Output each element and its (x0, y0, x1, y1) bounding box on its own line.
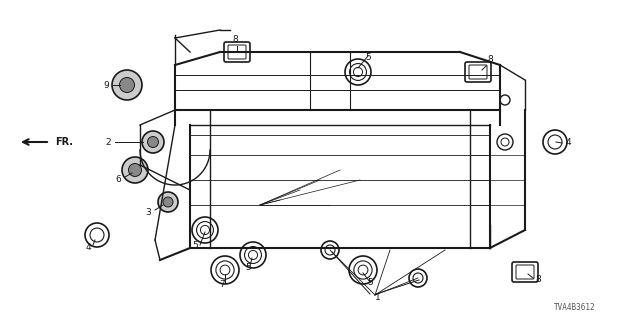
Circle shape (158, 192, 178, 212)
Circle shape (147, 137, 159, 148)
Circle shape (142, 131, 164, 153)
Circle shape (112, 70, 142, 100)
Circle shape (120, 77, 134, 92)
Circle shape (122, 157, 148, 183)
Text: 8: 8 (535, 275, 541, 284)
Text: 1: 1 (375, 293, 381, 302)
Text: FR.: FR. (55, 137, 73, 147)
Text: 6: 6 (115, 175, 121, 184)
Text: 9: 9 (103, 81, 109, 90)
Text: 5: 5 (245, 263, 251, 272)
Text: 5: 5 (365, 53, 371, 62)
Text: 8: 8 (232, 35, 238, 44)
Text: 8: 8 (487, 55, 493, 64)
Text: 5: 5 (367, 278, 373, 287)
Circle shape (163, 197, 173, 207)
Text: 7: 7 (219, 280, 225, 289)
Text: 5: 5 (192, 241, 198, 250)
Text: 2: 2 (105, 138, 111, 147)
Text: 4: 4 (85, 243, 91, 252)
Text: TVA4B3612: TVA4B3612 (554, 303, 595, 312)
Circle shape (129, 164, 141, 177)
Text: 3: 3 (145, 208, 151, 217)
Text: 4: 4 (565, 138, 571, 147)
